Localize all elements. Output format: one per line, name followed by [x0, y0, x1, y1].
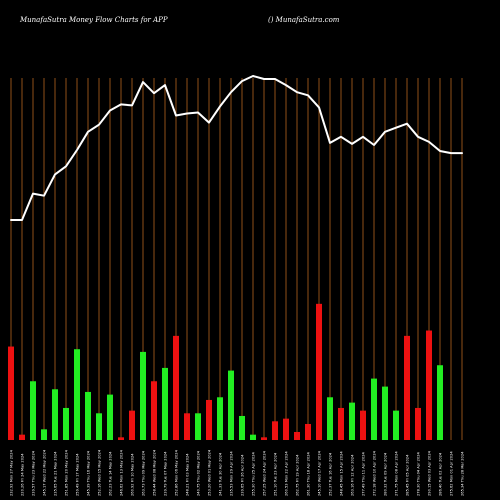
money-flow-bar	[41, 429, 47, 440]
x-tick-label: 246.62 Mon 13 May 2024	[119, 449, 123, 496]
x-tick-label: 286.40 Tue 02 Apr 2024	[438, 452, 442, 496]
money-flow-bar	[30, 381, 36, 440]
x-tick-label: 245.39 Thu 16 May 2024	[86, 450, 90, 496]
x-axis-labels: 232.92 Mon 27 May 2024 220.26 Fri 24 May …	[9, 449, 464, 496]
money-flow-bar	[195, 413, 201, 440]
money-flow-bar	[305, 423, 311, 440]
money-flow-bar	[360, 410, 366, 440]
x-tick-label: 253.20 Wed 01 May 2024	[207, 449, 211, 496]
x-tick-label: 275.62 Mon 01 Apr 2024	[449, 451, 453, 496]
grid-lines	[10, 78, 463, 440]
money-flow-bar	[283, 418, 289, 440]
x-tick-label: 255.30 Thu 25 Apr 2024	[251, 451, 255, 496]
money-flow-bar	[184, 413, 190, 440]
x-tick-label: 239.65 Fri 26 Apr 2024	[240, 454, 244, 496]
money-flow-bar	[85, 391, 91, 440]
x-tick-label: 235.65 Tue 21 May 2024	[53, 451, 57, 496]
x-tick-label: 271.75 Mon 08 Apr 2024	[394, 451, 398, 496]
chart-title: MunafaSutra Money Flow Charts for APP	[19, 16, 168, 24]
x-tick-label: 248.45 Mon 15 Apr 2024	[339, 451, 343, 496]
money-flow-bar	[63, 407, 69, 440]
money-flow-bar	[426, 330, 432, 440]
x-tick-label: 220.26 Fri 24 May 2024	[20, 453, 24, 496]
money-flow-bar	[261, 437, 267, 440]
x-tick-label: 252.37 Tue 16 Apr 2024	[328, 452, 332, 496]
money-flow-bar	[173, 335, 179, 440]
money-flow-bar	[217, 397, 223, 440]
x-tick-label: 262.23 Tue 14 May 2024	[108, 451, 112, 496]
money-flow-bar	[206, 399, 212, 440]
x-tick-label: 260.92 Fri 10 May 2024	[130, 453, 134, 496]
money-flow-bar	[96, 413, 102, 440]
money-flow-bar	[338, 407, 344, 440]
x-tick-label: 245.10 Wed 17 Apr 2024	[317, 450, 321, 496]
x-tick-label: 262.75 Fri 19 Apr 2024	[295, 454, 299, 496]
money-flow-bar	[151, 381, 157, 440]
money-flow-bar	[349, 402, 355, 440]
x-tick-label: 235.53 Mon 29 Apr 2024	[229, 451, 233, 496]
money-flow-bar	[250, 434, 256, 440]
x-tick-label: 252.16 Wed 15 May 2024	[97, 449, 101, 496]
money-flow-bar	[8, 346, 14, 440]
money-flow-bar	[107, 394, 113, 440]
money-flow-bar	[140, 351, 146, 440]
price-line	[10, 75, 463, 221]
x-tick-label: 241.33 Tue 30 Apr 2024	[218, 452, 222, 496]
x-tick-label: 265.34 Thu 28 Mar 2024	[460, 451, 464, 496]
x-tick-label: 245.17 Wed 22 May 2024	[42, 449, 46, 496]
x-tick-label: 239.79 Tue 07 May 2024	[163, 451, 167, 496]
money-flow-bar	[52, 389, 58, 440]
x-tick-label: 277.49 Thu 11 Apr 2024	[361, 451, 365, 496]
money-flow-bar	[228, 370, 234, 440]
x-tick-label: 258.44 Wed 08 May 2024	[152, 449, 156, 496]
x-tick-label: 259.49 Fri 17 May 2024	[75, 453, 79, 496]
x-tick-label: 263.73 Thu 09 May 2024	[141, 450, 145, 496]
money-flow-bar	[316, 303, 322, 440]
site-credit: () MunafaSutra.com	[268, 16, 340, 24]
x-tick-label: 263.16 Fri 12 Apr 2024	[350, 454, 354, 496]
money-flow-bar	[162, 367, 168, 440]
x-tick-label: 272.18 Wed 10 Apr 2024	[372, 450, 376, 496]
x-tick-label: 239.57 Thu 23 May 2024	[31, 450, 35, 496]
money-flow-bar	[404, 335, 410, 440]
money-flow-bars	[8, 303, 443, 440]
x-tick-label: 252.86 Mon 06 May 2024	[174, 449, 178, 496]
x-tick-label: 251.85 Mon 20 May 2024	[64, 449, 68, 496]
money-flow-bar	[118, 437, 124, 440]
x-tick-label: 248.21 Fri 03 May 2024	[185, 453, 189, 496]
money-flow-bar	[371, 378, 377, 440]
x-tick-label: 280.32 Tue 09 Apr 2024	[383, 452, 387, 496]
money-flow-bar	[437, 365, 443, 440]
money-flow-bar	[129, 410, 135, 440]
x-tick-label: 290.15 Wed 03 Apr 2024	[427, 450, 431, 496]
x-tick-label: 240.75 Thu 02 May 2024	[196, 450, 200, 496]
money-flow-bar	[393, 410, 399, 440]
money-flow-bar	[19, 434, 25, 440]
x-tick-label: 260.53 Mon 22 Apr 2024	[284, 451, 288, 496]
x-tick-label: 261.30 Thu 18 Apr 2024	[306, 451, 310, 496]
money-flow-bar	[382, 386, 388, 440]
money-flow-bar	[239, 415, 245, 440]
money-flow-bar	[294, 431, 300, 440]
x-tick-label: 251.10 Tue 23 Apr 2024	[273, 452, 277, 496]
money-flow-bar	[327, 397, 333, 440]
x-tick-label: 278.30 Thu 04 Apr 2024	[416, 451, 420, 496]
x-tick-label: 285.45 Fri 05 Apr 2024	[405, 454, 409, 496]
money-flow-bar	[415, 407, 421, 440]
x-tick-label: 232.92 Mon 27 May 2024	[9, 449, 13, 496]
money-flow-bar	[272, 421, 278, 440]
money-flow-bar	[74, 349, 80, 440]
x-tick-label: 257.25 Wed 24 Apr 2024	[262, 450, 266, 496]
